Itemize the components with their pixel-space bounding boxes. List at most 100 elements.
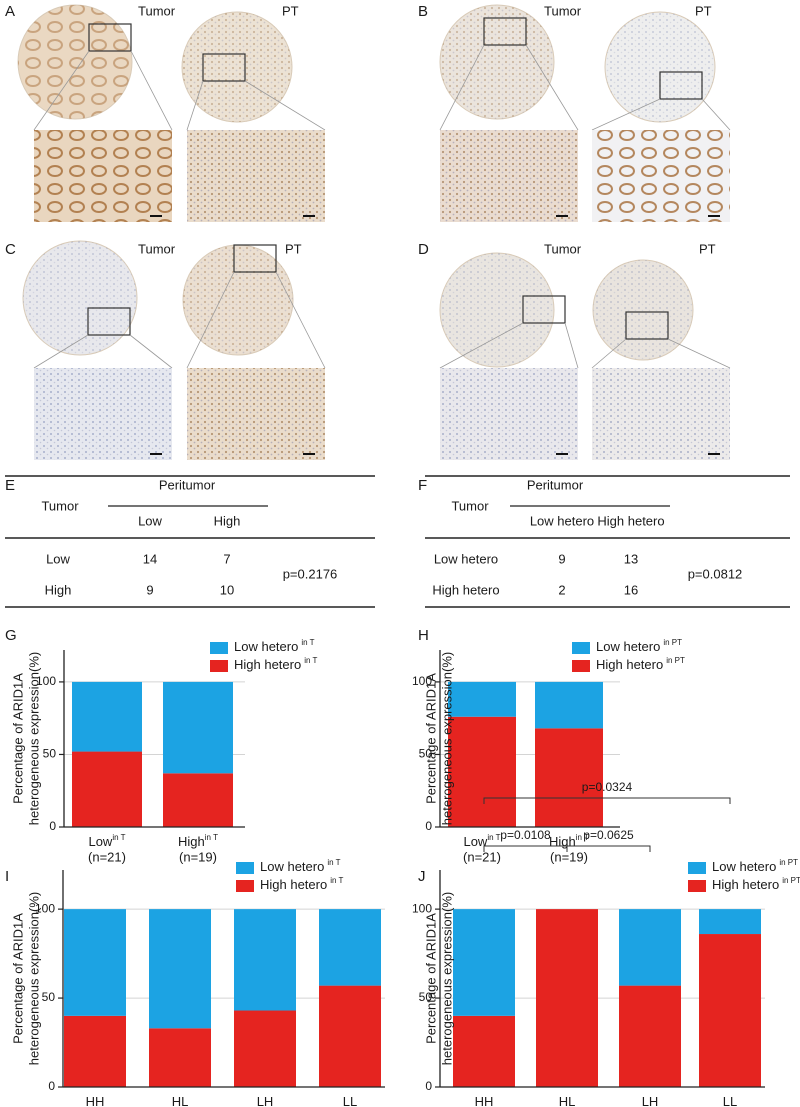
panel-letter: I — [5, 868, 9, 885]
bar-segment — [163, 773, 233, 827]
tissue-texture — [23, 241, 137, 355]
category-superscript: in T — [205, 833, 218, 842]
image-label: Tumor — [544, 241, 582, 256]
zoom-box — [88, 23, 132, 52]
column-group: Peritumor — [527, 477, 584, 492]
y-tick-label: 0 — [49, 819, 56, 833]
table-cell: 14 — [143, 551, 157, 566]
column-group: Peritumor — [159, 477, 216, 492]
zoom-texture — [592, 368, 730, 460]
bar-segment — [535, 728, 603, 827]
x-tick-note: (n=21) — [463, 849, 501, 864]
legend-swatch — [236, 880, 254, 892]
bar-segment — [319, 985, 381, 1087]
row-label: High — [45, 582, 72, 597]
category: LH — [257, 1094, 274, 1107]
x-tick-label: Lowin T — [463, 833, 500, 849]
zoom-guide — [439, 44, 485, 131]
x-tick-note: (n=19) — [550, 849, 588, 864]
bar-segment — [319, 909, 381, 986]
x-tick-label: LH — [642, 1094, 659, 1107]
category: LL — [723, 1094, 737, 1107]
x-tick-label: LL — [343, 1094, 357, 1107]
zoom-texture — [440, 130, 578, 222]
table-cell: 13 — [624, 551, 638, 566]
bar-segment — [448, 716, 516, 827]
legend-label: High hetero in T — [234, 656, 318, 672]
y-tick-label: 0 — [425, 1079, 432, 1093]
significance-bracket — [483, 797, 731, 804]
zoom-texture — [187, 368, 325, 460]
legend-name: High hetero — [712, 877, 779, 892]
panel-letter: D — [418, 241, 429, 258]
x-tick-note: (n=21) — [88, 849, 126, 864]
x-tick-label: LH — [257, 1094, 274, 1107]
category: HL — [559, 1094, 576, 1107]
zoom-guide — [130, 50, 173, 131]
y-tick-label: 0 — [48, 1079, 55, 1093]
image-label: Tumor — [544, 3, 582, 18]
row-label: High hetero — [432, 582, 499, 597]
y-axis-label: heterogeneous expression(%) — [439, 892, 454, 1065]
significance-bracket — [566, 845, 651, 852]
legend-name: High hetero — [596, 657, 663, 672]
legend-superscript: in T — [327, 858, 340, 867]
table-cell: 7 — [223, 551, 230, 566]
category: HH — [475, 1094, 494, 1107]
zoom-guide — [591, 338, 627, 369]
y-tick-label: 100 — [35, 901, 55, 915]
bar-segment — [163, 681, 233, 774]
significance-label: p=0.0324 — [582, 780, 633, 794]
x-tick-label: Highin T — [178, 833, 218, 849]
legend-superscript: in T — [304, 656, 317, 665]
bar-segment — [72, 751, 142, 827]
legend-superscript: in PT — [779, 858, 798, 867]
table-cell: 9 — [146, 582, 153, 597]
zoom-box — [625, 311, 669, 340]
legend-label: High hetero in PT — [596, 656, 685, 672]
zoom-guide — [129, 334, 173, 369]
zoom-guide — [439, 322, 524, 369]
bar-segment — [453, 1015, 515, 1087]
legend-name: Low hetero — [234, 639, 298, 654]
category: Low — [88, 834, 112, 849]
image-label: Tumor — [138, 241, 176, 256]
image-label: PT — [285, 241, 302, 256]
bar-segment — [535, 681, 603, 729]
y-tick-label: 50 — [43, 747, 57, 761]
zoom-box — [202, 53, 246, 82]
bar-segment — [64, 909, 126, 1016]
column-header: Low — [138, 513, 162, 528]
legend-swatch — [688, 880, 706, 892]
x-tick-label: HL — [559, 1094, 576, 1107]
significance-label: p=0.0625 — [583, 828, 634, 842]
panel-letter: A — [5, 3, 15, 20]
zoom-texture — [592, 130, 730, 222]
zoom-texture — [34, 130, 172, 222]
tissue-texture — [440, 253, 554, 367]
legend-name: Low hetero — [712, 859, 776, 874]
bar-segment — [64, 1015, 126, 1087]
zoom-guide — [275, 271, 326, 369]
bar-segment — [699, 909, 761, 935]
bar-segment — [149, 909, 211, 1029]
significance-label: p=0.0108 — [500, 828, 551, 842]
y-axis-label: heterogeneous expression(%) — [439, 652, 454, 825]
legend-swatch — [210, 660, 228, 672]
category: LL — [343, 1094, 357, 1107]
zoom-texture — [440, 368, 578, 460]
bar-segment — [619, 985, 681, 1087]
panel-letter: H — [418, 627, 429, 644]
row-header: Tumor — [41, 498, 79, 513]
category: High — [178, 834, 205, 849]
legend-swatch — [688, 862, 706, 874]
legend-superscript: in PT — [666, 656, 685, 665]
table-cell: 9 — [558, 551, 565, 566]
bar-segment — [699, 934, 761, 1087]
y-axis-label: heterogeneous expression(%) — [26, 652, 41, 825]
bar-segment — [234, 1010, 296, 1087]
zoom-texture — [187, 130, 325, 222]
zoom-guide — [525, 44, 579, 131]
column-header: High hetero — [597, 513, 664, 528]
legend-label: High hetero in T — [260, 876, 344, 892]
